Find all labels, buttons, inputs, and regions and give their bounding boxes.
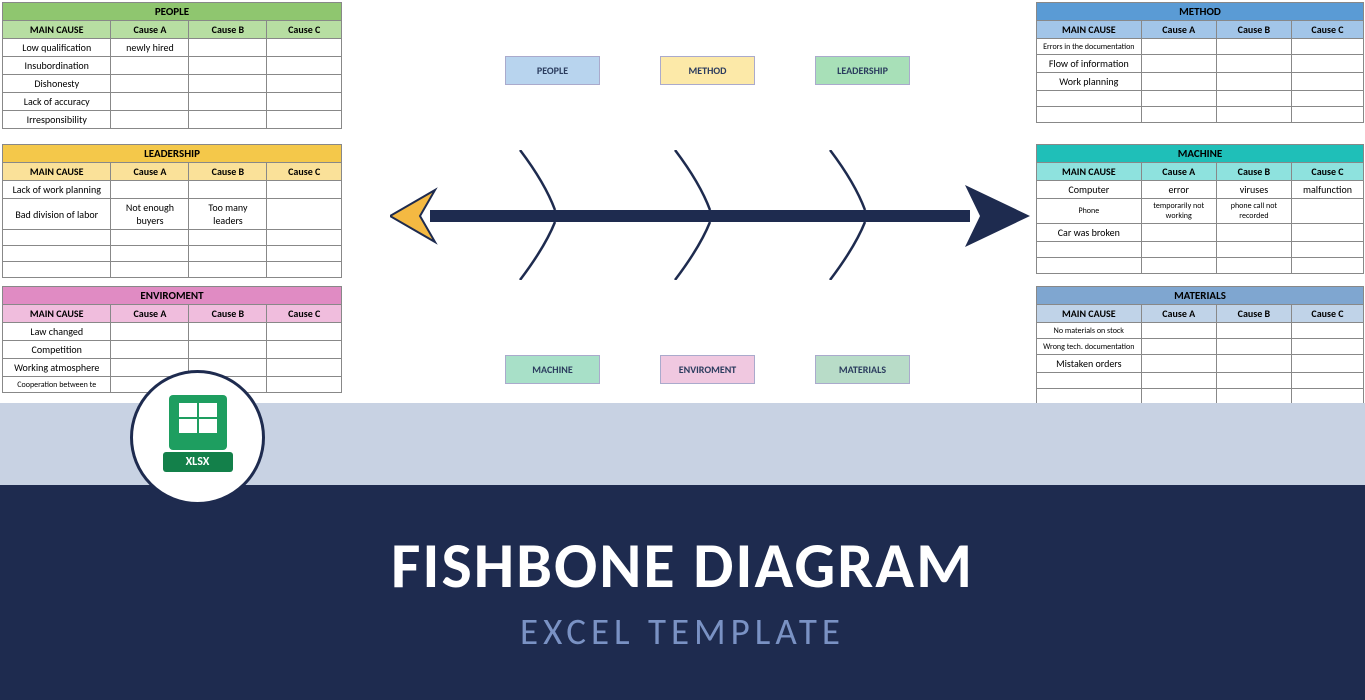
category-box-materials: MATERIALS: [815, 355, 910, 384]
banner: FISHBONE DIAGRAM EXCEL TEMPLATE: [0, 485, 1365, 700]
banner-title: FISHBONE DIAGRAM: [0, 527, 1365, 605]
fishbone-diagram: [390, 150, 1030, 280]
table-method: METHODMAIN CAUSECause ACause BCause CErr…: [1036, 2, 1364, 123]
table-materials: MATERIALSMAIN CAUSECause ACause BCause C…: [1036, 286, 1364, 405]
category-box-leadership: LEADERSHIP: [815, 56, 910, 85]
table-leadership: LEADERSHIPMAIN CAUSECause ACause BCause …: [2, 144, 342, 278]
xlsx-badge: XLSX: [130, 370, 265, 505]
category-box-enviroment: ENVIROMENT: [660, 355, 755, 384]
xlsx-label: XLSX: [163, 452, 233, 472]
xlsx-icon: XLSX: [163, 395, 233, 480]
table-machine: MACHINEMAIN CAUSECause ACause BCause CCo…: [1036, 144, 1364, 274]
table-people: PEOPLEMAIN CAUSECause ACause BCause CLow…: [2, 2, 342, 129]
badge-ring: XLSX: [130, 370, 265, 505]
banner-subtitle: EXCEL TEMPLATE: [0, 609, 1365, 654]
category-box-people: PEOPLE: [505, 56, 600, 85]
category-box-method: METHOD: [660, 56, 755, 85]
category-box-machine: MACHINE: [505, 355, 600, 384]
